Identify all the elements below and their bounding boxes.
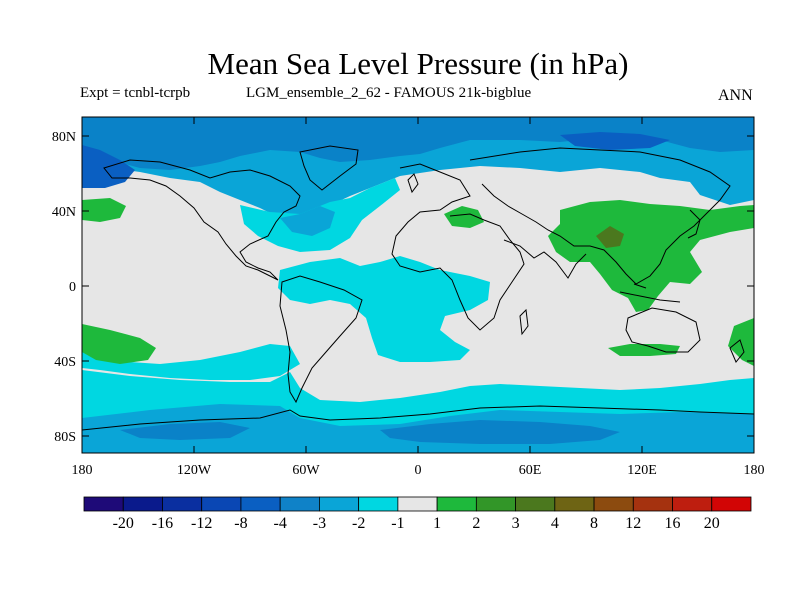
colorbar-swatch: [83, 496, 124, 512]
colorbar-swatch: [593, 496, 634, 512]
colorbar-swatch: [397, 496, 438, 512]
antarctic-core-region: [380, 420, 620, 444]
contour-fields: [82, 117, 754, 453]
coast-greenland: [299, 145, 359, 191]
arctic-siberia-region: [560, 132, 670, 150]
coast-europe-africa: [391, 163, 525, 331]
colorbar-swatch: [475, 496, 516, 512]
colorbar-label: -12: [191, 515, 212, 532]
australia-south-positive-region: [608, 344, 680, 356]
lon-tick-label: 0: [415, 463, 422, 478]
colorbar-swatch: [632, 496, 673, 512]
north-pacific-positive-region: [82, 198, 126, 222]
central-asia-positive-core: [596, 226, 624, 248]
colorbar: -20 -16 -12 -8 -4 -3 -2 -1 1 2 3 4 8 12 16 20: [83, 496, 752, 532]
colorbar-label: -3: [313, 515, 326, 532]
colorbar-label: 20: [704, 515, 720, 532]
south-pacific-positive-region: [82, 324, 156, 364]
colorbar-label: 16: [665, 515, 681, 532]
coast-antarctica: [82, 405, 754, 431]
colorbar-swatch: [515, 496, 556, 512]
coast-uk: [407, 173, 419, 194]
lat-tick-label: 80N: [52, 130, 76, 145]
colorbar-label: -1: [391, 515, 404, 532]
colorbar-swatch: [162, 496, 203, 512]
lat-tick-label: 80S: [54, 430, 76, 445]
coast-indonesia: [619, 283, 681, 303]
colorbar-swatch: [436, 496, 477, 512]
coast-new-zealand: [729, 339, 745, 363]
lat-tick-label: 0: [69, 280, 76, 295]
colorbar-label: 2: [472, 515, 480, 532]
season-label: ANN: [718, 87, 753, 104]
asia-positive-region: [548, 200, 754, 312]
colorbar-swatch: [240, 496, 281, 512]
antarctic-west-core-region: [120, 422, 250, 440]
coast-australia: [625, 307, 701, 353]
mediterranean-positive-region: [444, 206, 484, 228]
colorbar-label: -20: [113, 515, 134, 532]
lon-tick-label: 180: [744, 463, 765, 478]
colorbar-label: 12: [625, 515, 641, 532]
colorbar-label: -4: [274, 515, 287, 532]
arctic-stronger-region: [82, 117, 754, 170]
ensemble-label: LGM_ensemble_2_62 - FAMOUS 21k-bigblue: [246, 85, 532, 101]
colorbar-swatch: [122, 496, 163, 512]
coast-south-america: [279, 275, 363, 404]
lat-tick-label: 40N: [52, 205, 76, 220]
colorbar-label: 1: [433, 515, 441, 532]
colorbar-swatch: [711, 496, 752, 512]
lon-tick-label: 120W: [177, 463, 212, 478]
page-title: Mean Sea Level Pressure (in hPa): [207, 46, 629, 81]
colorbar-label: -2: [352, 515, 365, 532]
lon-tick-label: 60E: [519, 463, 542, 478]
colorbar-label: -16: [152, 515, 173, 532]
lat-tick-label: 40S: [54, 355, 76, 370]
colorbar-label: 3: [512, 515, 520, 532]
lat-tick-marks: [82, 135, 754, 437]
colorbar-swatch: [672, 496, 713, 512]
coast-japan: [687, 209, 701, 239]
colorbar-swatch: [554, 496, 595, 512]
tropical-atlantic-negative-region: [278, 256, 490, 362]
lon-tick-label: 180: [72, 463, 93, 478]
colorbar-label: 8: [590, 515, 598, 532]
coastlines: [82, 145, 754, 431]
coast-madagascar: [519, 308, 529, 336]
colorbar-swatch: [358, 496, 399, 512]
colorbar-label: 4: [551, 515, 559, 532]
colorbar-swatch: [201, 496, 242, 512]
lon-tick-label: 120E: [627, 463, 657, 478]
coast-asia: [469, 147, 731, 285]
colorbar-swatch: [279, 496, 320, 512]
experiment-label: Expt = tcnbl-tcrpb: [80, 85, 191, 101]
lon-tick-label: 60W: [292, 463, 320, 478]
coast-north-america: [103, 159, 301, 281]
north-atlantic-core-region: [280, 206, 335, 236]
coast-arabia-india: [503, 239, 587, 279]
colorbar-label: -8: [234, 515, 247, 532]
lon-tick-marks: [81, 117, 755, 453]
east-pacific-negative-region: [82, 344, 300, 380]
colorbar-swatch: [319, 496, 360, 512]
